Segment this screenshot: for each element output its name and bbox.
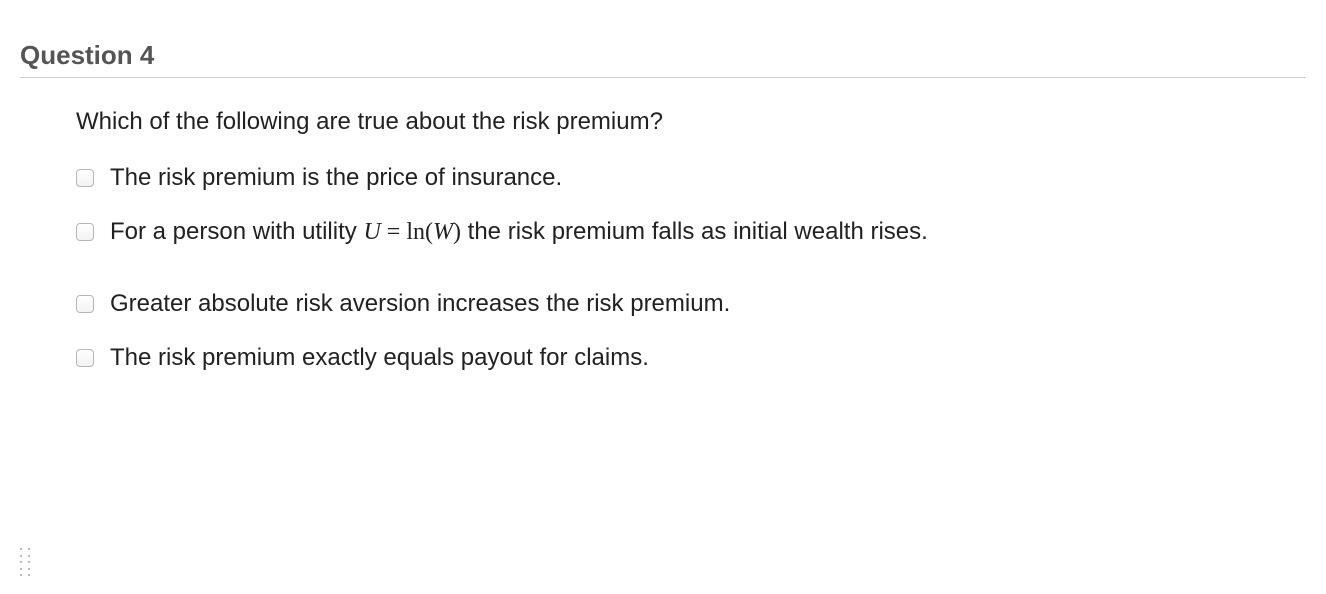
resize-handle-icon[interactable]	[20, 548, 30, 576]
option-text-prefix: For a person with utility	[110, 218, 363, 245]
option-row: Greater absolute risk aversion increases…	[76, 290, 1306, 318]
option-checkbox-3[interactable]	[76, 295, 94, 313]
option-checkbox-2[interactable]	[76, 223, 94, 241]
option-text: The risk premium is the price of insuran…	[110, 164, 562, 192]
math-close-paren: )	[453, 219, 461, 245]
math-var-u: U	[363, 219, 380, 245]
option-checkbox-4[interactable]	[76, 349, 94, 367]
option-text: Greater absolute risk aversion increases…	[110, 290, 730, 318]
question-prompt: Which of the following are true about th…	[76, 108, 1306, 136]
question-header: Question 4	[20, 40, 1306, 78]
option-checkbox-1[interactable]	[76, 169, 94, 187]
option-row: For a person with utility U = ln(W) the …	[76, 218, 1306, 246]
option-row: The risk premium exactly equals payout f…	[76, 344, 1306, 372]
question-body: Which of the following are true about th…	[20, 108, 1306, 372]
math-eq: =	[381, 219, 407, 245]
option-text-suffix: the risk premium falls as initial wealth…	[461, 218, 928, 245]
math-open-paren: (	[425, 219, 433, 245]
question-container: Question 4 Which of the following are tr…	[0, 0, 1326, 418]
math-fn-ln: ln	[406, 219, 425, 245]
option-row: The risk premium is the price of insuran…	[76, 164, 1306, 192]
option-text: For a person with utility U = ln(W) the …	[110, 218, 928, 246]
option-text: The risk premium exactly equals payout f…	[110, 344, 649, 372]
math-var-w: W	[433, 219, 453, 245]
